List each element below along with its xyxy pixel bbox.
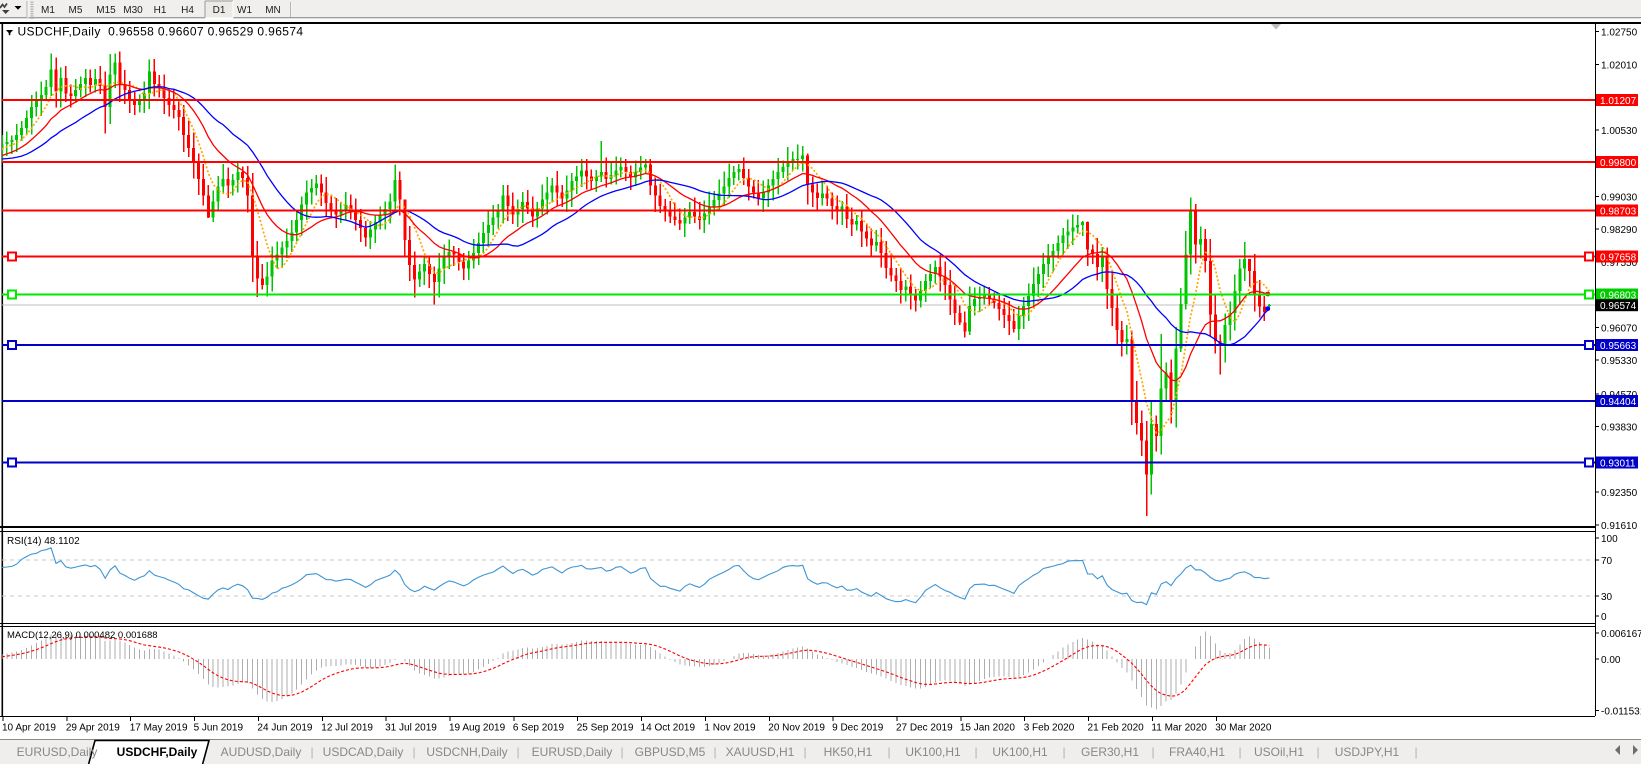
svg-text:USDCAD,Daily: USDCAD,Daily [323,745,404,759]
svg-text:USOil,H1: USOil,H1 [1254,745,1304,759]
svg-text:24 Jun 2019: 24 Jun 2019 [257,723,312,734]
svg-text:0.97550: 0.97550 [1601,258,1638,269]
svg-text:USDCNH,Daily: USDCNH,Daily [426,745,507,759]
svg-text:0.94404: 0.94404 [1600,397,1637,408]
svg-text:0.99800: 0.99800 [1600,158,1637,169]
svg-text:M15: M15 [96,5,116,16]
svg-text:GER30,H1: GER30,H1 [1081,745,1139,759]
svg-text:0.93011: 0.93011 [1600,459,1636,470]
svg-text:31 Jul 2019: 31 Jul 2019 [385,723,437,734]
svg-text:UK100,H1: UK100,H1 [992,745,1048,759]
svg-text:|: | [412,745,415,759]
svg-text:USDCHF,Daily 0.96558 0.96607: USDCHF,Daily 0.96558 0.96607 0.96529 0.9… [18,25,304,39]
svg-text:0.96803: 0.96803 [1600,291,1637,302]
svg-text:FRA40,H1: FRA40,H1 [1169,745,1225,759]
svg-text:15 Jan 2020: 15 Jan 2020 [960,723,1015,734]
svg-text:1.02010: 1.02010 [1601,60,1638,71]
svg-text:|: | [1062,745,1065,759]
svg-text:W1: W1 [237,5,252,16]
svg-text:H4: H4 [181,5,194,16]
svg-text:0.98290: 0.98290 [1601,225,1638,236]
svg-text:27 Dec 2019: 27 Dec 2019 [896,723,953,734]
svg-text:0: 0 [1601,612,1607,623]
svg-text:M1: M1 [41,5,55,16]
svg-text:D1: D1 [213,5,226,16]
svg-text:|: | [516,745,519,759]
svg-text:RSI(14) 48.1102: RSI(14) 48.1102 [7,536,80,547]
svg-text:0.96574: 0.96574 [1600,301,1637,312]
svg-text:21 Feb 2020: 21 Feb 2020 [1088,723,1145,734]
svg-text:29 Apr 2019: 29 Apr 2019 [66,723,120,734]
svg-text:0.00: 0.00 [1601,655,1621,666]
svg-text:EURUSD,Daily: EURUSD,Daily [17,745,98,759]
svg-text:|: | [1414,745,1417,759]
svg-text:|: | [1316,745,1319,759]
svg-text:0.93830: 0.93830 [1601,423,1638,434]
svg-text:3 Feb 2020: 3 Feb 2020 [1024,723,1075,734]
svg-text:14 Oct 2019: 14 Oct 2019 [641,723,696,734]
svg-text:|: | [620,745,623,759]
svg-text:USDCHF,Daily: USDCHF,Daily [117,745,198,759]
svg-text:11 Mar 2020: 11 Mar 2020 [1151,723,1207,734]
svg-text:12 Jul 2019: 12 Jul 2019 [321,723,373,734]
svg-text:0.92350: 0.92350 [1601,488,1638,499]
svg-text:19 Aug 2019: 19 Aug 2019 [449,723,506,734]
svg-text:0.98703: 0.98703 [1600,207,1637,218]
svg-text:USDJPY,H1: USDJPY,H1 [1335,745,1400,759]
svg-text:1.00530: 1.00530 [1601,126,1638,137]
svg-text:|: | [803,745,806,759]
svg-text:70: 70 [1601,556,1613,567]
svg-text:0.006167: 0.006167 [1601,629,1641,640]
svg-text:0.99030: 0.99030 [1601,192,1638,203]
svg-text:0.91610: 0.91610 [1601,521,1638,532]
svg-text:AUDUSD,Daily: AUDUSD,Daily [221,745,302,759]
svg-text:|: | [713,745,716,759]
svg-text:0.95663: 0.95663 [1600,341,1637,352]
svg-text:-0.011531: -0.011531 [1601,706,1641,717]
svg-text:H1: H1 [154,5,167,16]
svg-text:|: | [1238,745,1241,759]
svg-text:MN: MN [265,5,281,16]
svg-text:9 Dec 2019: 9 Dec 2019 [832,723,884,734]
svg-text:|: | [1151,745,1154,759]
svg-text:30: 30 [1601,592,1613,603]
svg-text:M30: M30 [123,5,143,16]
svg-text:|: | [310,745,313,759]
svg-text:1 Nov 2019: 1 Nov 2019 [704,723,756,734]
svg-text:|: | [887,745,890,759]
svg-text:GBPUSD,M5: GBPUSD,M5 [635,745,706,759]
svg-text:100: 100 [1601,534,1618,545]
svg-text:30 Mar 2020: 30 Mar 2020 [1215,723,1272,734]
svg-text:EURUSD,Daily: EURUSD,Daily [532,745,613,759]
svg-text:0.96070: 0.96070 [1601,323,1638,334]
svg-text:M5: M5 [69,5,83,16]
svg-text:25 Sep 2019: 25 Sep 2019 [577,723,634,734]
svg-text:1.01207: 1.01207 [1600,96,1637,107]
svg-text:20 Nov 2019: 20 Nov 2019 [768,723,825,734]
svg-text:MACD(12,26,9) 0.000482 0.00168: MACD(12,26,9) 0.000482 0.001688 [7,630,158,641]
svg-text:HK50,H1: HK50,H1 [824,745,873,759]
svg-text:6 Sep 2019: 6 Sep 2019 [513,723,565,734]
svg-text:0.97658: 0.97658 [1600,253,1637,264]
svg-text:1.02750: 1.02750 [1601,28,1638,39]
svg-text:17 May 2019: 17 May 2019 [130,723,188,734]
svg-text:5 Jun 2019: 5 Jun 2019 [194,723,244,734]
svg-text:10 Apr 2019: 10 Apr 2019 [2,723,56,734]
svg-text:|: | [974,745,977,759]
svg-text:UK100,H1: UK100,H1 [905,745,961,759]
svg-text:XAUUSD,H1: XAUUSD,H1 [726,745,795,759]
svg-text:0.95330: 0.95330 [1601,356,1638,367]
